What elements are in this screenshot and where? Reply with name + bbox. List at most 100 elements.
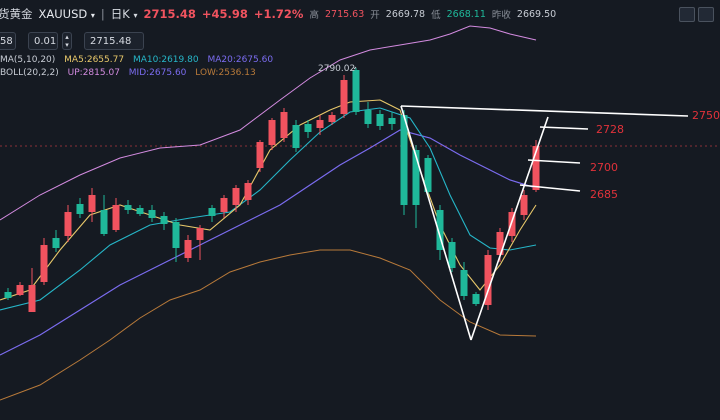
candle-body	[328, 115, 336, 122]
candle-body	[400, 115, 408, 205]
symbol-select[interactable]: XAUUSD ▾	[39, 7, 95, 21]
symbol-label: XAUUSD	[38, 7, 88, 21]
moving-averages	[0, 99, 537, 356]
price-input[interactable]: 2715.48	[84, 32, 144, 50]
level-label-2700: 2700	[590, 161, 618, 174]
ma5-value: MA5:2655.77	[64, 55, 125, 65]
candlesticks	[4, 68, 540, 312]
candle-body	[376, 114, 384, 126]
candle-body	[364, 110, 372, 124]
v-left-line	[400, 105, 472, 341]
candle-body	[244, 183, 252, 200]
low-value: 2668.11	[446, 8, 486, 20]
ma5-line	[0, 99, 537, 301]
ma10-value: MA10:2619.80	[132, 55, 199, 65]
lot-input[interactable]: 0.01	[28, 32, 58, 50]
target-line-2685	[519, 184, 581, 192]
chevron-down-icon: ▾	[133, 11, 138, 20]
candle-body	[232, 188, 240, 205]
candle-body	[136, 208, 144, 214]
price-change: +45.98	[201, 7, 248, 21]
open-label: 开	[370, 10, 380, 21]
candle-body	[64, 212, 72, 236]
level-label-2728: 2728	[596, 123, 624, 136]
order-field[interactable]: 58	[0, 32, 16, 50]
target-line-2728	[539, 126, 589, 130]
settings-icon[interactable]	[698, 7, 714, 22]
boll-name: BOLL(20,2,2)	[0, 68, 59, 78]
ma20-value: MA20:2675.60	[207, 55, 274, 65]
chart-header: 货黄金 XAUUSD ▾ | 日K ▾ 2715.48 +45.98 +1.72…	[0, 0, 720, 28]
price-change-pct: +1.72%	[253, 7, 304, 21]
candle-body	[52, 238, 60, 248]
candle-body	[88, 195, 96, 212]
low-label: 低	[431, 10, 441, 21]
level-label-2750: 2750	[692, 109, 720, 122]
candle-body	[160, 216, 168, 224]
chart-type-icon[interactable]	[679, 7, 695, 22]
last-price: 2715.48	[143, 7, 196, 21]
candle-body	[304, 124, 312, 132]
candle-body	[220, 198, 228, 212]
target-line-2700	[527, 159, 581, 164]
candle-body	[316, 120, 324, 128]
trend-lines	[400, 105, 689, 341]
candle-body	[28, 285, 36, 312]
candle-body	[520, 195, 528, 215]
prev-close-value: 2669.50	[516, 8, 557, 20]
instrument-name: 货黄金	[0, 7, 33, 21]
candle-body	[16, 285, 24, 295]
candle-body	[280, 112, 288, 138]
candle-body	[496, 232, 504, 255]
boll-up-value: UP:2815.07	[67, 68, 120, 78]
candle-body	[484, 255, 492, 305]
candle-body	[148, 210, 156, 218]
candle-body	[172, 222, 180, 248]
order-bar: 58 0.01 ▴ ▾ 2715.48	[0, 30, 144, 52]
boll-indicator: BOLL(20,2,2) UP:2815.07 MID:2675.60 LOW:…	[0, 68, 256, 78]
candle-body	[40, 245, 48, 282]
candle-body	[4, 292, 12, 298]
candle-body	[508, 212, 516, 236]
ma10-line	[0, 107, 537, 311]
timeframe-label: 日K	[110, 7, 130, 21]
timeframe-select[interactable]: 日K ▾	[111, 6, 138, 22]
boll-low-value: LOW:2536.13	[195, 68, 256, 78]
high-label: 高	[309, 10, 319, 21]
open-value: 2669.78	[385, 8, 426, 20]
ma-indicator: MA(5,10,20) MA5:2655.77 MA10:2619.80 MA2…	[0, 55, 273, 65]
candle-body	[412, 150, 420, 205]
candle-body	[268, 120, 276, 145]
candle-body	[196, 228, 204, 240]
candle-body	[112, 205, 120, 230]
high-value: 2715.63	[324, 8, 365, 20]
v-right-line	[470, 116, 549, 341]
candle-body	[256, 142, 264, 168]
prev-close-label: 昨收	[491, 10, 511, 21]
stepper-icon[interactable]: ▴ ▾	[62, 32, 72, 50]
resistance-line-2750	[400, 105, 689, 117]
candle-body	[100, 210, 108, 234]
candle-body	[388, 118, 396, 124]
dropdown-icon: ▾	[90, 11, 95, 20]
candle-body	[532, 146, 540, 190]
candle-body	[340, 80, 348, 114]
candle-body	[124, 205, 132, 210]
candle-body	[76, 204, 84, 214]
level-label-2685: 2685	[590, 188, 618, 201]
candle-body	[460, 270, 468, 296]
divider: |	[100, 7, 105, 21]
ma-name: MA(5,10,20)	[0, 55, 56, 65]
peak-label: 2790.02	[318, 64, 355, 74]
boll-lower-line	[0, 249, 537, 401]
candle-body	[292, 125, 300, 148]
candle-body	[472, 294, 480, 304]
candle-body	[424, 158, 432, 192]
peak-marker	[353, 66, 357, 70]
ma20-line	[0, 129, 537, 356]
candle-body	[352, 70, 360, 112]
candle-body	[448, 242, 456, 268]
candle-body	[208, 208, 216, 216]
boll-mid-value: MID:2675.60	[128, 68, 187, 78]
bollinger-bands	[0, 25, 537, 401]
